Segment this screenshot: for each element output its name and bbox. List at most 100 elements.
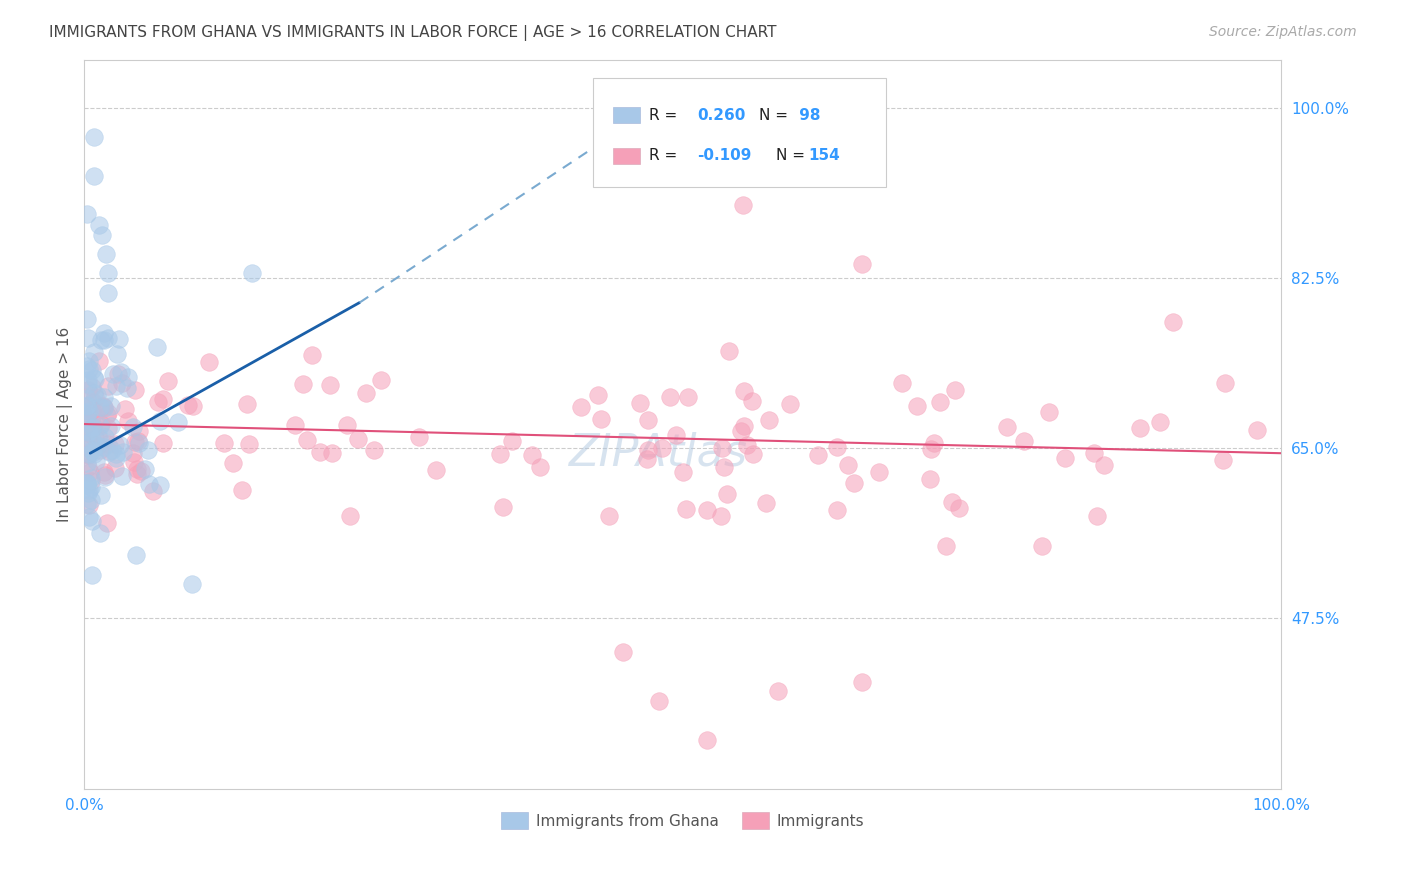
Immigrants [236, 397, 259, 411]
Immigrants [77, 384, 100, 398]
Immigrants from Ghana [83, 169, 105, 184]
Immigrants from Ghana [138, 443, 160, 458]
Immigrants [920, 472, 942, 486]
Immigrants [354, 386, 377, 401]
Immigrants [648, 694, 671, 708]
Immigrants from Ghana [94, 430, 117, 444]
Immigrants [922, 435, 945, 450]
Text: -0.109: -0.109 [697, 148, 751, 163]
Immigrants [87, 439, 110, 453]
Immigrants from Ghana [76, 398, 98, 412]
Immigrants [97, 406, 120, 420]
Immigrants [91, 399, 114, 413]
Immigrants from Ghana [77, 483, 100, 497]
Immigrants from Ghana [149, 478, 172, 492]
Immigrants from Ghana [93, 390, 115, 404]
Text: N =: N = [759, 108, 789, 122]
Immigrants [363, 443, 385, 458]
Immigrants from Ghana [80, 470, 103, 484]
Immigrants from Ghana [76, 477, 98, 491]
Immigrants from Ghana [76, 475, 98, 490]
FancyBboxPatch shape [613, 107, 640, 123]
Immigrants [501, 434, 523, 449]
Immigrants [851, 257, 873, 271]
Immigrants from Ghana [77, 425, 100, 439]
Immigrants [80, 380, 103, 394]
Immigrants [920, 442, 942, 457]
Immigrants [1129, 421, 1152, 435]
Immigrants from Ghana [76, 392, 98, 406]
Immigrants from Ghana [111, 445, 134, 459]
Immigrants [231, 483, 253, 498]
Y-axis label: In Labor Force | Age > 16: In Labor Force | Age > 16 [58, 326, 73, 522]
Immigrants from Ghana [89, 418, 111, 433]
Immigrants from Ghana [86, 454, 108, 468]
Immigrants [77, 431, 100, 445]
Immigrants [321, 446, 343, 460]
Immigrants [104, 437, 127, 451]
Immigrants from Ghana [76, 475, 98, 490]
Immigrants [77, 399, 100, 413]
Immigrants [837, 458, 859, 472]
Immigrants [77, 425, 100, 440]
Immigrants from Ghana [146, 339, 169, 353]
Immigrants from Ghana [83, 371, 105, 385]
Immigrants from Ghana [80, 492, 103, 507]
Immigrants from Ghana [89, 400, 111, 414]
Immigrants [741, 393, 763, 408]
Immigrants from Ghana [101, 368, 124, 382]
Immigrants from Ghana [97, 267, 120, 281]
Immigrants [77, 404, 100, 418]
Immigrants [1031, 539, 1053, 553]
Immigrants from Ghana [138, 476, 160, 491]
Immigrants from Ghana [76, 373, 98, 387]
Immigrants from Ghana [83, 447, 105, 461]
Immigrants [718, 344, 741, 359]
Immigrants [283, 417, 305, 432]
Immigrants [131, 464, 153, 478]
Immigrants [80, 405, 103, 419]
Immigrants [96, 516, 118, 530]
Immigrants [768, 684, 790, 698]
Immigrants from Ghana [82, 363, 104, 377]
Immigrants [844, 475, 866, 490]
Immigrants [125, 462, 148, 476]
Immigrants from Ghana [80, 479, 103, 493]
Immigrants [198, 355, 221, 369]
Immigrants [1092, 458, 1115, 472]
Immigrants [142, 483, 165, 498]
Immigrants [425, 463, 447, 477]
Immigrants [675, 501, 697, 516]
Immigrants from Ghana [110, 365, 132, 379]
Immigrants from Ghana [83, 371, 105, 385]
Immigrants [1149, 415, 1171, 429]
Immigrants [183, 399, 205, 413]
Immigrants from Ghana [76, 207, 98, 221]
Immigrants [212, 436, 235, 450]
Immigrants from Ghana [90, 333, 112, 347]
Immigrants [755, 496, 778, 510]
Immigrants [716, 486, 738, 500]
Immigrants [948, 501, 970, 516]
Immigrants from Ghana [77, 403, 100, 417]
Immigrants [735, 437, 758, 451]
Immigrants from Ghana [108, 438, 131, 452]
Immigrants from Ghana [181, 577, 204, 591]
Immigrants [678, 390, 700, 404]
Immigrants from Ghana [87, 218, 110, 232]
Immigrants [77, 459, 100, 474]
Immigrants [93, 401, 115, 415]
Immigrants [96, 408, 118, 422]
Immigrants [1212, 453, 1234, 467]
Immigrants from Ghana [128, 436, 150, 450]
Immigrants [79, 466, 101, 480]
Immigrants from Ghana [91, 227, 114, 242]
Text: N =: N = [776, 148, 806, 163]
Immigrants [1083, 446, 1105, 460]
Immigrants [157, 374, 180, 388]
Immigrants [943, 383, 966, 397]
Immigrants [492, 500, 515, 514]
Immigrants from Ghana [94, 247, 117, 261]
Immigrants [87, 430, 110, 444]
Immigrants [672, 465, 695, 479]
